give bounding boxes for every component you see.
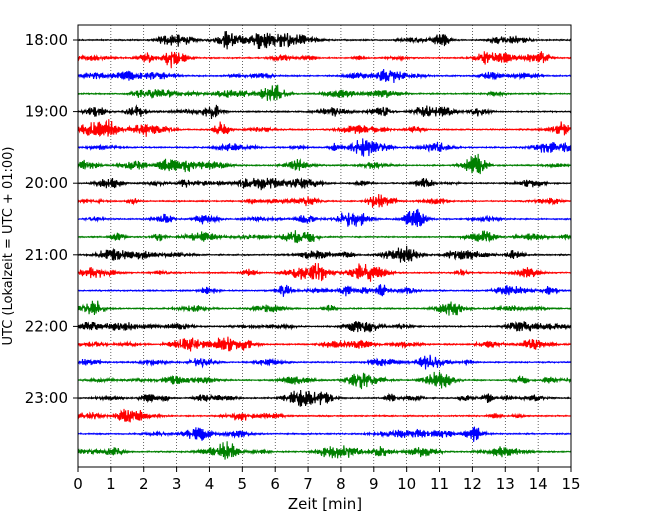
- trace-13: [77, 245, 572, 263]
- y-tick-label-19:00: 19:00: [25, 103, 68, 121]
- x-axis-label: Zeit [min]: [288, 495, 362, 513]
- trace-7: [77, 138, 572, 157]
- trace-23: [77, 426, 572, 442]
- y-tick-label-20:00: 20:00: [25, 174, 68, 192]
- trace-14: [77, 263, 572, 282]
- x-tick-label-1: 1: [106, 475, 116, 493]
- trace-21: [77, 389, 572, 407]
- trace-24: [77, 441, 572, 460]
- x-tick-label-9: 9: [369, 475, 379, 493]
- x-tick-label-14: 14: [529, 475, 548, 493]
- x-tick-label-10: 10: [397, 475, 416, 493]
- trace-16: [77, 300, 572, 316]
- y-axis-label: UTC (Lokalzeit = UTC + 01:00): [1, 147, 16, 346]
- trace-5: [77, 104, 572, 119]
- trace-series: [77, 31, 572, 460]
- trace-2: [77, 51, 572, 69]
- trace-22: [77, 408, 572, 423]
- x-tick-label-7: 7: [303, 475, 313, 493]
- x-tick-label-13: 13: [496, 475, 515, 493]
- trace-18: [77, 336, 572, 352]
- trace-10: [77, 194, 572, 208]
- trace-12: [77, 230, 572, 244]
- y-tick-label-18:00: 18:00: [25, 31, 68, 49]
- y-axis: 18:00 19:00 20:00 21:00 22:00 23:00: [25, 31, 78, 407]
- trace-20: [77, 371, 572, 390]
- x-axis: 0 1 2 3 4 5 6 7 8 9 10 11 12 13 14 15: [73, 467, 581, 493]
- x-tick-label-8: 8: [336, 475, 346, 493]
- y-tick-label-21:00: 21:00: [25, 246, 68, 264]
- x-tick-label-12: 12: [463, 475, 482, 493]
- x-tick-label-3: 3: [172, 475, 182, 493]
- x-tick-label-0: 0: [73, 475, 83, 493]
- trace-17: [77, 320, 572, 333]
- trace-8: [77, 153, 572, 175]
- y-tick-label-23:00: 23:00: [25, 389, 68, 407]
- trace-15: [77, 284, 572, 297]
- plot-frame: [77, 24, 572, 468]
- trace-19: [77, 354, 572, 370]
- trace-11: [77, 208, 572, 227]
- trace-6: [77, 119, 572, 137]
- x-tick-label-11: 11: [430, 475, 449, 493]
- y-tick-label-22:00: 22:00: [25, 317, 68, 335]
- x-tick-label-2: 2: [139, 475, 149, 493]
- x-tick-label-15: 15: [561, 475, 580, 493]
- trace-3: [77, 69, 572, 83]
- trace-4: [77, 84, 572, 102]
- x-tick-label-4: 4: [205, 475, 215, 493]
- x-tick-label-6: 6: [270, 475, 280, 493]
- trace-9: [77, 177, 572, 191]
- x-tick-label-5: 5: [238, 475, 248, 493]
- trace-1: [77, 31, 572, 50]
